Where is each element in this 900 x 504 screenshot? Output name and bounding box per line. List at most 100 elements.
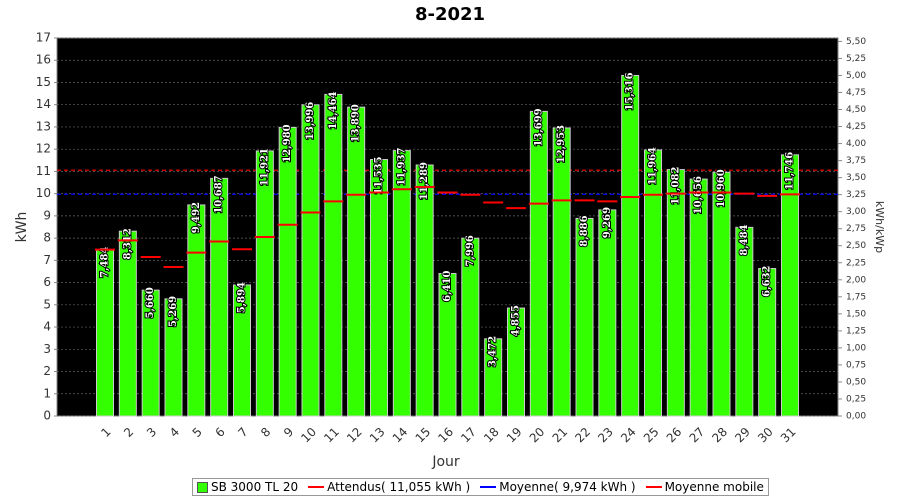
y2-tick-label: 2,00 [846, 275, 866, 285]
bar [255, 150, 274, 417]
legend-swatch [197, 481, 208, 493]
y-axis-label: kWh [14, 212, 30, 243]
bar [598, 209, 617, 417]
y-tick-label: 12 [36, 142, 51, 156]
y2-tick-label: 0,50 [846, 377, 866, 387]
x-tick-label: 26 [664, 425, 685, 446]
x-tick-label: 3 [144, 425, 159, 440]
bar [781, 154, 799, 417]
y2-tick-label: 3,75 [846, 156, 866, 166]
value-label: 5,660 [145, 287, 156, 318]
legend-item: Moyenne( 9,974 kWh ) [480, 480, 636, 494]
y2-tick-label: 5,25 [846, 54, 866, 64]
value-label: 12,953 [556, 125, 567, 163]
y2-tick-label: 1,25 [846, 326, 866, 336]
y-tick-label: 17 [36, 31, 51, 45]
y2-axis-label: kWh/kWp [873, 201, 886, 253]
y-tick-label: 8 [43, 231, 51, 245]
x-tick-label: 6 [212, 425, 227, 440]
y-tick-label: 4 [43, 320, 51, 334]
bar [461, 237, 480, 417]
x-tick-label: 19 [504, 425, 525, 446]
bar [484, 338, 503, 417]
x-tick-label: 9 [281, 425, 296, 440]
value-label: 11,746 [785, 152, 796, 190]
bar [507, 307, 525, 417]
y2-tick-label: 0,25 [846, 394, 866, 404]
x-tick-label: 12 [344, 425, 365, 446]
bar [347, 106, 366, 417]
legend-swatch [308, 486, 325, 488]
y2-tick-label: 3,50 [846, 173, 866, 183]
x-tick-label: 11 [321, 425, 342, 446]
value-label: 6,632 [762, 266, 773, 297]
value-label: 8,312 [122, 228, 133, 259]
bar [415, 164, 434, 417]
value-label: 9,492 [191, 202, 202, 233]
value-label: 7,996 [465, 235, 476, 266]
bar [529, 110, 548, 417]
x-tick-label: 24 [618, 425, 639, 446]
value-label: 15,316 [625, 72, 636, 110]
bar [735, 226, 754, 417]
y2-tick-label: 4,25 [846, 122, 866, 132]
value-label: 6,410 [442, 270, 453, 301]
y2-tick-label: 1,75 [846, 292, 866, 302]
y-tick-label: 5 [43, 297, 51, 311]
chart-title: 8-2021 [415, 4, 485, 25]
legend: SB 3000 TL 20 Attendus( 11,055 kWh ) Moyen… [192, 478, 769, 496]
bar [233, 284, 251, 417]
bar [666, 169, 685, 417]
legend-swatch [480, 486, 497, 488]
y-tick-label: 9 [43, 208, 51, 222]
y2-tick-label: 1,00 [846, 343, 866, 353]
value-label: 9,269 [602, 207, 613, 238]
y2-tick-label: 2,75 [846, 224, 866, 234]
value-label: 10,960 [716, 169, 727, 207]
x-tick-label: 31 [778, 425, 799, 446]
y2-tick-label: 4,00 [846, 139, 866, 149]
y2-tick-label: 5,00 [846, 71, 866, 81]
x-tick-label: 16 [435, 425, 456, 446]
x-tick-label: 8 [258, 425, 273, 440]
y-tick-label: 2 [43, 364, 51, 378]
x-tick-label: 25 [641, 425, 662, 446]
x-tick-label: 21 [550, 425, 571, 446]
y2-tick-label: 4,50 [846, 105, 866, 115]
legend-item: Attendus( 11,055 kWh ) [308, 480, 470, 494]
y-tick-label: 7 [43, 253, 51, 267]
legend-label: Moyenne( 9,974 kWh ) [499, 480, 636, 494]
x-tick-label: 5 [190, 425, 205, 440]
y-tick-label: 10 [36, 186, 51, 200]
y-tick-label: 16 [36, 53, 51, 67]
bar [712, 171, 731, 417]
value-label: 5,894 [237, 282, 248, 313]
bar [370, 159, 388, 417]
x-tick-label: 27 [687, 425, 708, 446]
y-tick-label: 13 [36, 119, 51, 133]
value-label: 11,964 [648, 147, 659, 185]
bar [575, 217, 594, 417]
legend-swatch [645, 486, 662, 488]
y-tick-label: 1 [43, 386, 51, 400]
y2-tick-label: 2,50 [846, 241, 866, 251]
bar [164, 298, 183, 417]
value-label: 11,082 [670, 167, 681, 205]
bar [278, 126, 297, 417]
x-tick-label: 13 [367, 425, 388, 446]
bar [689, 178, 708, 417]
bar [392, 150, 411, 417]
x-tick-label: 2 [121, 425, 136, 440]
y-tick-label: 14 [36, 97, 51, 111]
bar [210, 177, 229, 417]
bar [621, 74, 640, 417]
value-label: 12,980 [282, 124, 293, 162]
value-label: 5,269 [168, 296, 179, 327]
x-tick-label: 4 [167, 425, 182, 440]
y2-tick-label: 3,00 [846, 207, 866, 217]
x-tick-label: 10 [298, 425, 319, 446]
y2-tick-label: 0,00 [846, 412, 866, 422]
bar [438, 272, 457, 417]
value-label: 8,484 [739, 224, 750, 255]
